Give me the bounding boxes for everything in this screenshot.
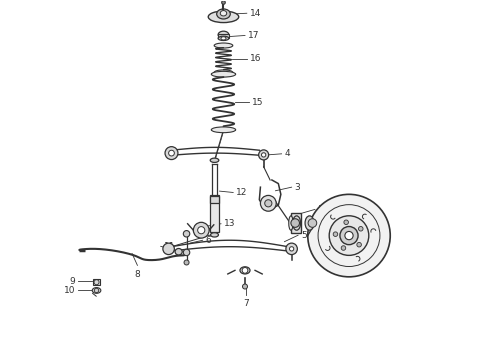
Bar — [210, 195, 219, 203]
Ellipse shape — [221, 37, 226, 40]
Bar — [291, 213, 301, 233]
Ellipse shape — [289, 216, 293, 230]
Circle shape — [290, 247, 294, 251]
Text: 12: 12 — [236, 188, 247, 197]
Circle shape — [260, 195, 276, 211]
Text: 15: 15 — [252, 98, 264, 107]
Bar — [93, 279, 100, 285]
Circle shape — [183, 249, 190, 256]
Ellipse shape — [211, 233, 219, 237]
Circle shape — [359, 226, 363, 231]
Bar — [210, 194, 219, 232]
Circle shape — [259, 150, 269, 160]
Circle shape — [340, 226, 358, 245]
Ellipse shape — [214, 70, 233, 75]
Ellipse shape — [218, 31, 229, 39]
Circle shape — [163, 243, 174, 255]
Ellipse shape — [305, 216, 314, 230]
Ellipse shape — [240, 267, 250, 274]
Circle shape — [243, 284, 247, 289]
Circle shape — [242, 267, 248, 273]
Text: 7: 7 — [243, 299, 248, 308]
Text: 17: 17 — [248, 31, 259, 40]
Text: 3: 3 — [294, 183, 300, 192]
Circle shape — [286, 243, 297, 255]
Circle shape — [357, 242, 362, 247]
Ellipse shape — [218, 36, 229, 41]
Ellipse shape — [210, 158, 219, 162]
Circle shape — [194, 222, 209, 238]
Circle shape — [329, 216, 369, 255]
Circle shape — [291, 219, 299, 227]
Circle shape — [183, 230, 190, 237]
Circle shape — [197, 226, 205, 234]
Ellipse shape — [208, 11, 239, 23]
Text: 13: 13 — [224, 219, 235, 228]
Text: 2: 2 — [330, 210, 336, 219]
Text: 11: 11 — [164, 242, 175, 251]
Ellipse shape — [175, 248, 182, 255]
Ellipse shape — [217, 9, 230, 19]
Text: 8: 8 — [135, 270, 140, 279]
Text: 4: 4 — [285, 149, 290, 158]
Text: 6: 6 — [205, 236, 211, 245]
Circle shape — [333, 232, 338, 237]
Circle shape — [345, 231, 353, 240]
Circle shape — [184, 260, 189, 265]
Circle shape — [308, 219, 317, 227]
Ellipse shape — [92, 288, 101, 293]
Ellipse shape — [220, 10, 227, 16]
Text: 14: 14 — [250, 9, 261, 18]
Circle shape — [221, 1, 225, 4]
Circle shape — [344, 220, 348, 225]
Ellipse shape — [211, 71, 236, 77]
Text: 9: 9 — [70, 276, 75, 285]
Text: 10: 10 — [64, 286, 75, 295]
Ellipse shape — [293, 216, 300, 230]
Text: 5: 5 — [301, 231, 307, 240]
Circle shape — [169, 150, 174, 156]
Text: 1: 1 — [318, 205, 323, 214]
Circle shape — [308, 194, 390, 277]
Ellipse shape — [214, 43, 233, 48]
Circle shape — [265, 200, 272, 207]
Text: 16: 16 — [250, 54, 261, 63]
Circle shape — [341, 246, 346, 250]
Ellipse shape — [211, 127, 236, 133]
Bar — [218, 34, 229, 39]
Circle shape — [262, 153, 266, 157]
Circle shape — [165, 147, 178, 159]
